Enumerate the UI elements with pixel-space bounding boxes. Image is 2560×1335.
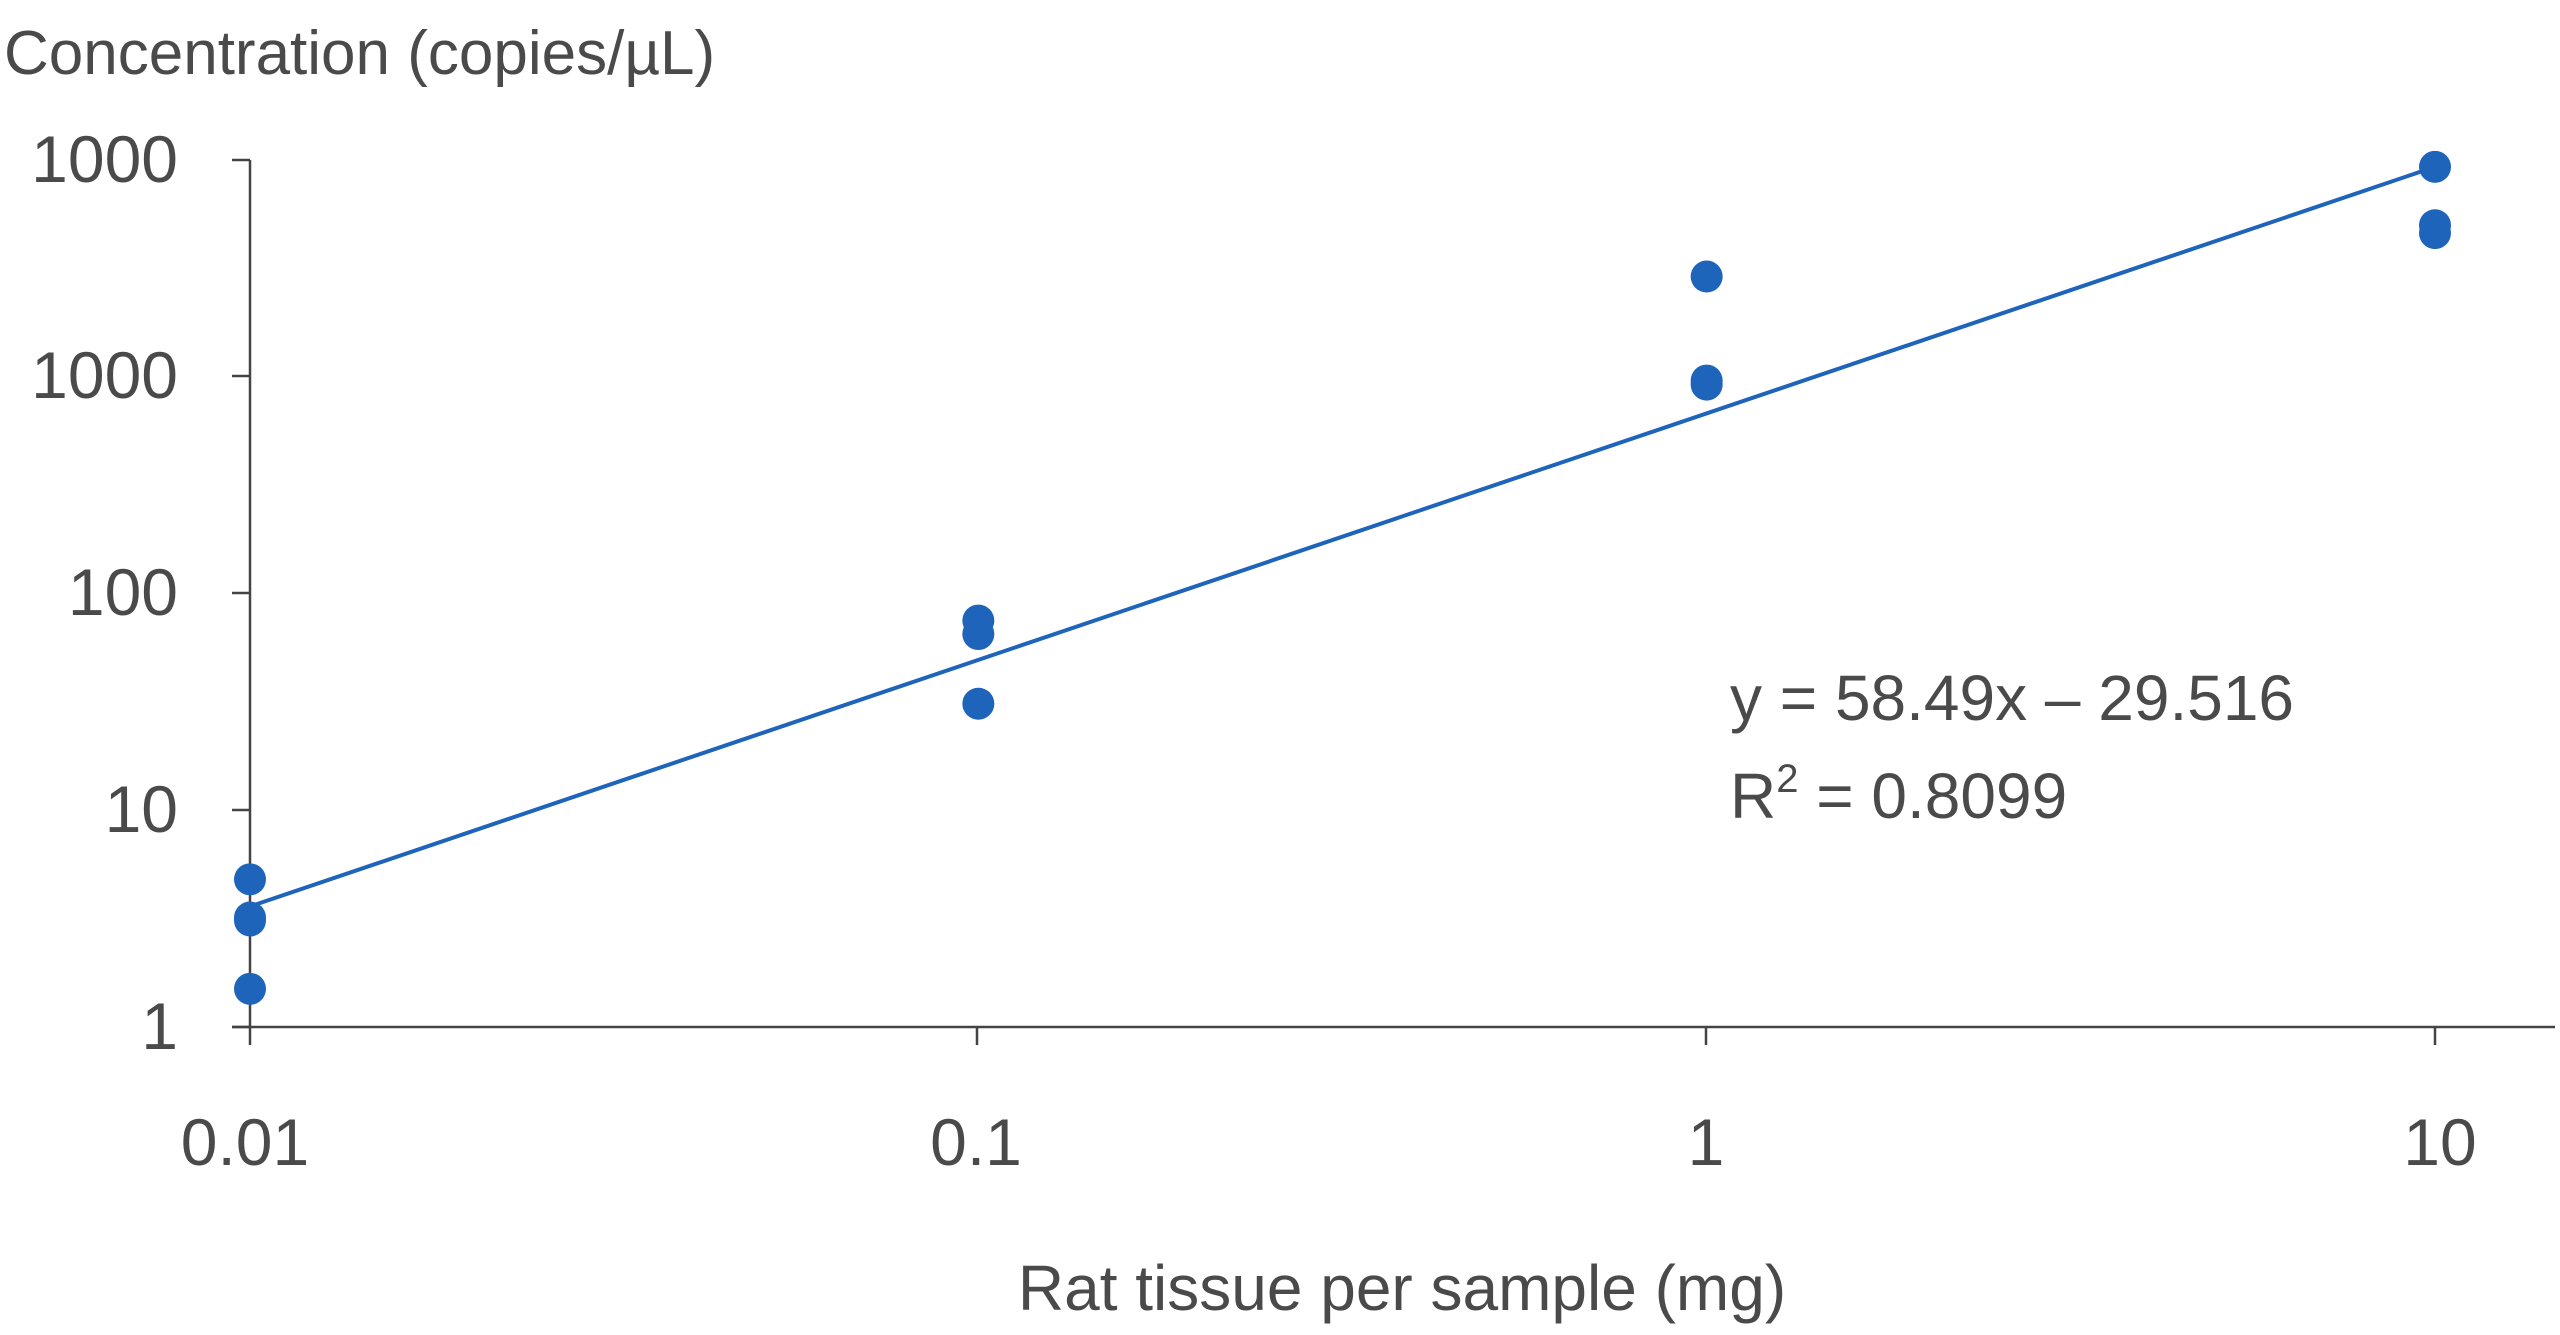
y-tick-label: 1000 <box>31 338 178 412</box>
data-point <box>234 863 266 896</box>
data-point <box>2419 209 2451 242</box>
y-tick-label: 1 <box>141 989 178 1063</box>
data-point <box>1690 260 1723 293</box>
y-tick-label: 100 <box>68 555 178 629</box>
r-squared-superscript: 2 <box>1776 757 1798 801</box>
x-axis-title: Rat tissue per sample (mg) <box>1018 1252 1786 1324</box>
data-point <box>2419 150 2451 183</box>
data-point <box>962 604 995 637</box>
r-squared-value: = 0.8099 <box>1798 760 2067 832</box>
r-squared-label: R2 = 0.8099 <box>1730 757 2067 832</box>
x-ticks: 0.01 0.1 1 10 <box>181 1027 2477 1179</box>
x-tick-label: 1 <box>1688 1105 1725 1179</box>
data-point <box>234 972 266 1005</box>
data-points <box>234 150 2451 1005</box>
y-axis-title: Concentration (copies/µL) <box>4 19 715 88</box>
data-point <box>1690 364 1723 397</box>
y-tick-label: 1000 <box>31 122 178 196</box>
trend-equation: y = 58.49x – 29.516 <box>1730 662 2294 734</box>
data-point <box>962 687 995 720</box>
x-tick-label: 0.1 <box>930 1105 1022 1179</box>
y-ticks: 1 10 100 1000 1000 <box>31 122 250 1063</box>
r-squared-r: R <box>1730 760 1776 832</box>
x-tick-label: 0.01 <box>181 1105 309 1179</box>
y-tick-label: 10 <box>105 772 178 846</box>
x-tick-label: 10 <box>2403 1105 2476 1179</box>
trendline <box>249 164 2436 909</box>
data-point <box>234 901 266 934</box>
